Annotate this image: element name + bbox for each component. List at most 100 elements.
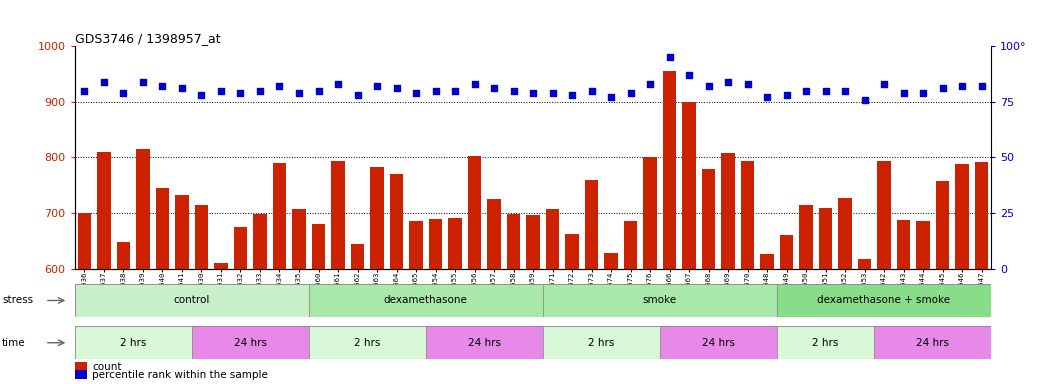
Bar [935, 181, 950, 269]
Bar [799, 205, 813, 269]
Point [837, 88, 853, 94]
Bar [955, 164, 968, 269]
Point [173, 85, 190, 91]
Text: 2 hrs: 2 hrs [120, 338, 146, 348]
Point [603, 94, 620, 100]
Bar [487, 199, 501, 269]
Bar [371, 167, 384, 269]
Text: dexamethasone + smoke: dexamethasone + smoke [818, 295, 951, 306]
Point [310, 88, 327, 94]
Text: 24 hrs: 24 hrs [468, 338, 500, 348]
Point [681, 72, 698, 78]
Bar [192, 326, 308, 359]
Point [291, 90, 307, 96]
Text: stress: stress [2, 295, 33, 306]
Text: 24 hrs: 24 hrs [234, 338, 267, 348]
Point [622, 90, 638, 96]
Bar [468, 156, 482, 269]
Bar [409, 222, 422, 269]
Bar [234, 227, 247, 269]
Bar [273, 163, 286, 269]
Point [544, 90, 561, 96]
Point [349, 92, 365, 98]
Bar [331, 161, 345, 269]
Bar [308, 326, 426, 359]
Bar [604, 253, 618, 269]
Point [876, 81, 893, 87]
Text: percentile rank within the sample: percentile rank within the sample [92, 370, 268, 380]
Text: 24 hrs: 24 hrs [702, 338, 735, 348]
Bar [780, 235, 793, 269]
Point [330, 81, 347, 87]
Point [856, 96, 873, 103]
Bar [292, 209, 306, 269]
Bar [195, 205, 209, 269]
Point [486, 85, 502, 91]
Point [914, 90, 931, 96]
Bar [917, 222, 930, 269]
Point [233, 90, 249, 96]
Bar [448, 218, 462, 269]
Bar [543, 284, 776, 317]
Point [115, 90, 132, 96]
Bar [311, 224, 325, 269]
Text: smoke: smoke [643, 295, 677, 306]
Bar [156, 188, 169, 269]
Bar [857, 259, 871, 269]
Bar [546, 209, 559, 269]
Text: dexamethasone: dexamethasone [384, 295, 468, 306]
Bar [660, 326, 776, 359]
Point [271, 83, 288, 89]
Text: 2 hrs: 2 hrs [589, 338, 614, 348]
Point [388, 85, 405, 91]
Point [798, 88, 815, 94]
Bar [214, 263, 227, 269]
Text: GDS3746 / 1398957_at: GDS3746 / 1398957_at [75, 32, 220, 45]
Bar [839, 197, 852, 269]
Bar [584, 180, 598, 269]
Bar [644, 157, 657, 269]
Point [739, 81, 756, 87]
Point [778, 92, 795, 98]
Bar [776, 326, 874, 359]
Bar [308, 284, 543, 317]
Bar [624, 222, 637, 269]
Point [428, 88, 444, 94]
Bar [116, 242, 131, 269]
Point [408, 90, 425, 96]
Bar [389, 174, 404, 269]
Bar [78, 213, 91, 269]
Bar [351, 244, 364, 269]
Point [76, 88, 92, 94]
Text: control: control [173, 295, 210, 306]
Bar [682, 102, 695, 269]
Bar [426, 326, 543, 359]
Bar [741, 161, 755, 269]
Text: 24 hrs: 24 hrs [917, 338, 950, 348]
Bar [75, 284, 308, 317]
Point [701, 83, 717, 89]
Point [95, 79, 112, 85]
Bar [507, 214, 520, 269]
Bar [98, 152, 111, 269]
Bar [175, 195, 189, 269]
Bar [897, 220, 910, 269]
Point [564, 92, 580, 98]
Point [506, 88, 522, 94]
Bar [429, 219, 442, 269]
Bar [136, 149, 149, 269]
Point [446, 88, 463, 94]
Point [934, 85, 951, 91]
Bar [702, 169, 715, 269]
Bar [75, 326, 192, 359]
Point [719, 79, 736, 85]
Point [974, 83, 990, 89]
Point [135, 79, 152, 85]
Bar [760, 254, 774, 269]
Bar [253, 214, 267, 269]
Point [895, 90, 911, 96]
Bar [662, 71, 677, 269]
Text: 2 hrs: 2 hrs [813, 338, 839, 348]
Point [641, 81, 658, 87]
Point [251, 88, 268, 94]
